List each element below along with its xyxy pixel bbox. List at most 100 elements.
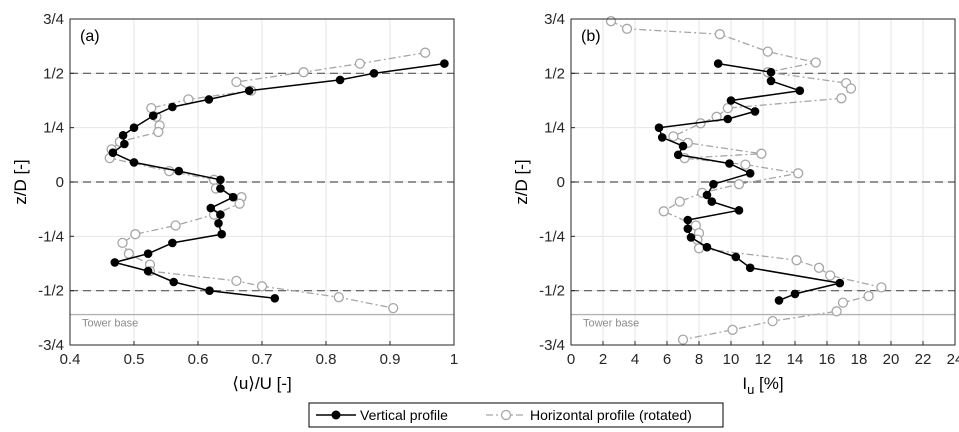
data-point-vertical-a-7 [129, 123, 139, 132]
data-point-vertical-a-17 [216, 210, 225, 219]
data-point-vertical-a-0 [440, 59, 449, 68]
y-tick-label-b-2: -1/4 [539, 228, 565, 245]
data-point-horizontal-a-3 [231, 76, 242, 88]
x-tick-label-b-5: 10 [723, 351, 740, 368]
data-point-vertical-a-18 [214, 219, 223, 228]
data-point-horizontal-b-9 [722, 102, 733, 114]
data-point-vertical-a-4 [204, 95, 214, 104]
data-point-vertical-a-19 [217, 229, 226, 239]
x-tick-label-b-3: 6 [663, 351, 671, 368]
data-point-vertical-b-15 [707, 197, 717, 206]
data-point-vertical-b-25 [774, 296, 784, 305]
x-tick-label-b-4: 8 [695, 351, 703, 368]
data-point-horizontal-a-27 [333, 292, 344, 303]
x-tick-label-b-2: 4 [631, 351, 639, 368]
data-point-horizontal-b-20 [674, 196, 685, 207]
x-tick-label-a-2: 0.6 [188, 351, 209, 368]
data-point-vertical-b-22 [745, 263, 755, 273]
data-point-vertical-a-11 [129, 158, 139, 167]
data-point-horizontal-a-20 [130, 229, 141, 240]
data-point-vertical-a-13 [216, 175, 225, 185]
y-tick-label-a-6: 3/4 [43, 11, 64, 28]
data-point-horizontal-b-17 [793, 168, 804, 179]
data-point-vertical-b-9 [678, 141, 688, 151]
data-point-vertical-b-6 [723, 114, 733, 124]
y-tick-label-a-1: -1/2 [38, 283, 64, 300]
data-point-horizontal-b-7 [845, 83, 857, 94]
data-point-vertical-a-21 [143, 249, 153, 258]
data-point-horizontal-a-22 [123, 248, 135, 259]
data-point-horizontal-a-2 [298, 67, 309, 78]
data-point-horizontal-b-34 [727, 324, 738, 335]
data-point-vertical-b-24 [790, 289, 800, 299]
y-tick-label-b-6: 3/4 [544, 11, 565, 28]
legend-box [308, 402, 724, 428]
data-point-vertical-b-17 [683, 215, 693, 225]
y-axis-label-a: z/D [-] [11, 159, 30, 204]
y-tick-label-b-1: -1/2 [539, 283, 565, 300]
panel-label-b: (b) [581, 28, 601, 45]
data-point-horizontal-b-27 [813, 262, 825, 273]
data-point-horizontal-a-25 [231, 275, 242, 287]
data-point-horizontal-b-35 [677, 334, 689, 345]
data-point-vertical-b-5 [750, 107, 760, 116]
x-tick-label-b-6: 12 [755, 351, 772, 368]
data-point-horizontal-b-29 [876, 282, 887, 293]
x-tick-label-a-6: 1 [450, 351, 458, 368]
data-point-horizontal-b-3 [762, 46, 773, 57]
data-point-vertical-a-25 [205, 286, 214, 296]
data-point-horizontal-b-18 [733, 179, 745, 190]
legend-marker-horizontal [500, 409, 512, 421]
panel-b: Tower base024681012141618202224-3/4-1/2-… [512, 11, 959, 397]
x-tick-label-b-8: 16 [819, 351, 836, 368]
data-point-vertical-a-16 [206, 203, 216, 213]
x-tick-label-a-1: 0.5 [124, 351, 145, 368]
data-point-vertical-a-12 [174, 166, 184, 176]
x-tick-label-b-12: 24 [947, 351, 959, 368]
data-point-vertical-a-14 [216, 184, 225, 193]
y-tick-label-a-3: 0 [56, 174, 64, 191]
data-point-horizontal-a-21 [117, 237, 128, 249]
legend-label-horizontal: Horizontal profile (rotated) [530, 407, 692, 423]
data-point-vertical-a-1 [369, 69, 379, 78]
y-tick-label-b-5: 1/2 [544, 65, 565, 82]
data-point-vertical-b-20 [702, 242, 712, 252]
data-point-vertical-b-3 [795, 86, 805, 95]
x-tick-label-b-11: 22 [915, 351, 932, 368]
series-line-horizontal-b [610, 20, 883, 341]
data-point-vertical-b-12 [745, 169, 755, 178]
data-point-vertical-b-23 [835, 278, 845, 288]
data-point-vertical-b-8 [657, 133, 667, 142]
data-point-horizontal-b-0 [605, 16, 617, 27]
data-point-vertical-b-10 [673, 150, 683, 160]
y-tick-label-a-5: 1/2 [43, 65, 64, 82]
data-point-horizontal-a-19 [170, 220, 181, 231]
x-tick-label-a-3: 0.7 [252, 351, 273, 368]
data-point-horizontal-a-17 [234, 198, 245, 209]
x-tick-label-b-0: 0 [567, 351, 575, 368]
data-point-vertical-b-14 [702, 190, 712, 200]
data-point-horizontal-a-26 [256, 281, 268, 292]
y-tick-label-b-3: 0 [557, 174, 565, 191]
data-point-horizontal-b-32 [831, 306, 842, 317]
panel-label-a: (a) [80, 28, 100, 45]
data-point-horizontal-b-31 [837, 297, 849, 308]
data-point-vertical-b-0 [713, 59, 723, 68]
data-point-horizontal-b-14 [756, 148, 767, 159]
panel-a: Tower base 0.4 0.5 0.6 0.7 0.8 0.9 1 -3/4 -1/2 -1/… [11, 11, 458, 393]
data-point-horizontal-a-9 [153, 126, 164, 138]
x-tick-label-a-4: 0.8 [316, 351, 337, 368]
y-tick-label-a-0: -3/4 [38, 337, 64, 354]
data-point-horizontal-b-33 [767, 315, 778, 327]
data-point-vertical-a-3 [244, 86, 254, 95]
data-point-vertical-a-20 [168, 238, 177, 248]
x-tick-label-a-0: 0.4 [60, 351, 81, 368]
y-tick-label-b-0: -3/4 [539, 337, 565, 354]
data-point-vertical-a-23 [143, 266, 153, 276]
data-point-vertical-b-4 [726, 96, 736, 105]
data-point-vertical-a-10 [108, 148, 118, 157]
data-point-horizontal-b-21 [658, 206, 669, 217]
x-tick-label-b-10: 20 [883, 351, 900, 368]
data-point-horizontal-a-1 [354, 58, 366, 69]
